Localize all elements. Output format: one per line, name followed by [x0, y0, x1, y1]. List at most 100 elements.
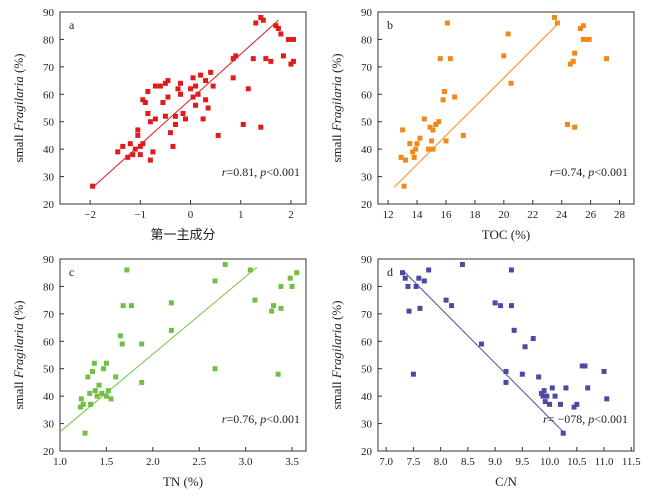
panel-a-data-point — [260, 17, 266, 23]
panel-d-y-tick-label: 20 — [361, 446, 373, 458]
panel-b-data-point — [429, 138, 435, 144]
panel-a-data-point — [245, 86, 251, 92]
panel-b-data-point — [398, 154, 404, 160]
panel-c-data-point — [294, 270, 300, 276]
panel-c-y-tick-label: 50 — [43, 364, 55, 376]
panel-b-y-tick-label: 30 — [361, 172, 373, 184]
panel-d-data-point — [413, 283, 419, 289]
panel-d-data-point — [459, 261, 465, 267]
panel-b-data-point — [604, 56, 610, 62]
panel-d-y-tick-label: 60 — [361, 336, 373, 348]
panel-a-data-point — [280, 53, 286, 59]
panel-a-data-point — [210, 83, 216, 89]
panel-c-y-tick-label: 40 — [43, 391, 55, 403]
panel-b-x-tick-label: 28 — [614, 209, 626, 221]
panel-c-data-point — [108, 396, 114, 402]
chart-panel-c: 20 30 40 50 60 70 80 90 1.0 1.5 2.0 2.5 3.0 3.5 c r=0.7… — [11, 254, 307, 489]
panel-b-data-point — [410, 149, 416, 155]
panel-a-data-point — [152, 116, 158, 122]
panel-b-y-axis-title: small Fragilaria (%) — [329, 53, 344, 162]
panel-d-data-point — [498, 303, 504, 309]
panel-b-data-point — [567, 61, 573, 67]
panel-c-plot-frame — [59, 258, 307, 452]
panel-a-data-point — [205, 105, 211, 111]
panel-c-data-point — [78, 396, 84, 402]
panel-b-data-point — [407, 141, 413, 147]
panel-c-data-point — [85, 374, 91, 380]
panel-a-data-point — [258, 124, 264, 130]
panel-a-data-point — [170, 143, 176, 149]
panel-a-data-point — [230, 56, 236, 62]
panel-b-data-point — [580, 36, 586, 42]
panel-d-plot-frame — [377, 258, 635, 452]
panel-b-data-point — [442, 89, 448, 95]
panel-a-data-point — [273, 23, 279, 29]
panel-c-x-tick-label: 2.0 — [146, 456, 160, 468]
panel-a-stats-annotation: r=0.81, p<0.001 — [222, 165, 300, 179]
panel-a-y-tick-label: 40 — [43, 144, 55, 156]
panel-a-data-point — [165, 94, 171, 100]
chart-panel-d: 20 30 40 50 60 70 80 90 7.0 7.5 8.0 8.5 9.0 9.5 10.0 10… — [329, 254, 641, 489]
panel-c-data-point — [139, 379, 145, 385]
panel-c-data-point — [269, 308, 275, 314]
panel-a-data-point — [135, 132, 141, 138]
panel-d-data-point — [478, 341, 484, 347]
panel-d-data-point — [547, 401, 553, 407]
panel-d-data-point — [541, 388, 547, 394]
panel-c-data-point — [119, 341, 125, 347]
chart-panel-a: 20 30 40 50 60 70 80 90 −2 −1 0 1 2 a r=0.81, p<0.001 第… — [11, 7, 307, 242]
panel-d-x-tick-label: 10.5 — [567, 456, 587, 468]
panel-c-data-point — [88, 401, 94, 407]
panel-d-data-point — [406, 308, 412, 314]
panel-a-data-point — [250, 56, 256, 62]
panel-c-data-point — [101, 366, 107, 372]
panel-d-data-point — [522, 344, 528, 350]
panel-c-y-tick-label: 80 — [43, 281, 55, 293]
panel-d-data-point — [400, 270, 406, 276]
panel-a-data-point — [188, 86, 194, 92]
panel-c-data-point — [139, 341, 145, 347]
panel-a-data-point — [165, 78, 171, 84]
panel-d-data-point — [544, 393, 550, 399]
panel-c-fit-line — [59, 266, 258, 433]
panel-a-data-point — [125, 154, 131, 160]
panel-b-data-point — [440, 97, 446, 103]
panel-c-data-point — [80, 401, 86, 407]
panel-b-fit-line — [393, 22, 560, 188]
panel-c-data-point — [91, 360, 97, 366]
panel-b-data-point — [572, 50, 578, 56]
panel-a-data-point — [145, 89, 151, 95]
panel-b-data-point — [554, 20, 560, 26]
panel-a-data-point — [175, 86, 181, 92]
panel-b-stats-annotation: r=0.74, p<0.001 — [550, 165, 628, 179]
panel-c-data-point — [278, 283, 284, 289]
panel-b-x-tick-label: 22 — [527, 209, 538, 221]
panel-d-data-point — [421, 278, 427, 284]
panel-d-y-axis-title: small Fragilaria (%) — [329, 300, 344, 409]
panel-a-x-axis-title: 第一主成分 — [150, 227, 215, 242]
panel-a-data-point — [193, 102, 199, 108]
panel-c-data-point — [82, 430, 88, 436]
panel-a-x-tick-label: 1 — [238, 209, 244, 221]
panel-a-x-tick-label: −2 — [84, 209, 96, 221]
panel-d-data-point — [519, 371, 525, 377]
panel-a-data-point — [193, 83, 199, 89]
panel-d-data-point — [417, 305, 423, 311]
panel-a-data-point — [137, 143, 143, 149]
panel-d-data-point — [601, 368, 607, 374]
panel-d-data-point — [582, 363, 588, 369]
panel-b-y-tick-label: 90 — [361, 7, 373, 19]
panel-a-data-point — [290, 58, 296, 64]
panel-a-data-point — [290, 36, 296, 42]
panel-a-x-tick-label: 2 — [288, 209, 294, 221]
panel-b-y-tick-label: 40 — [361, 144, 373, 156]
panel-b-data-point — [437, 56, 443, 62]
panel-b-data-point — [421, 116, 427, 122]
panel-a-data-point — [180, 110, 186, 116]
panel-a-data-point — [132, 146, 138, 152]
panel-a-data-point — [278, 31, 284, 37]
panel-c-y-tick-label: 60 — [43, 336, 55, 348]
panel-d-stats-annotation: r= −078, p<0.001 — [543, 412, 628, 426]
panel-c-x-tick-label: 1.0 — [53, 456, 67, 468]
panel-d-x-tick-label: 8.0 — [434, 456, 448, 468]
